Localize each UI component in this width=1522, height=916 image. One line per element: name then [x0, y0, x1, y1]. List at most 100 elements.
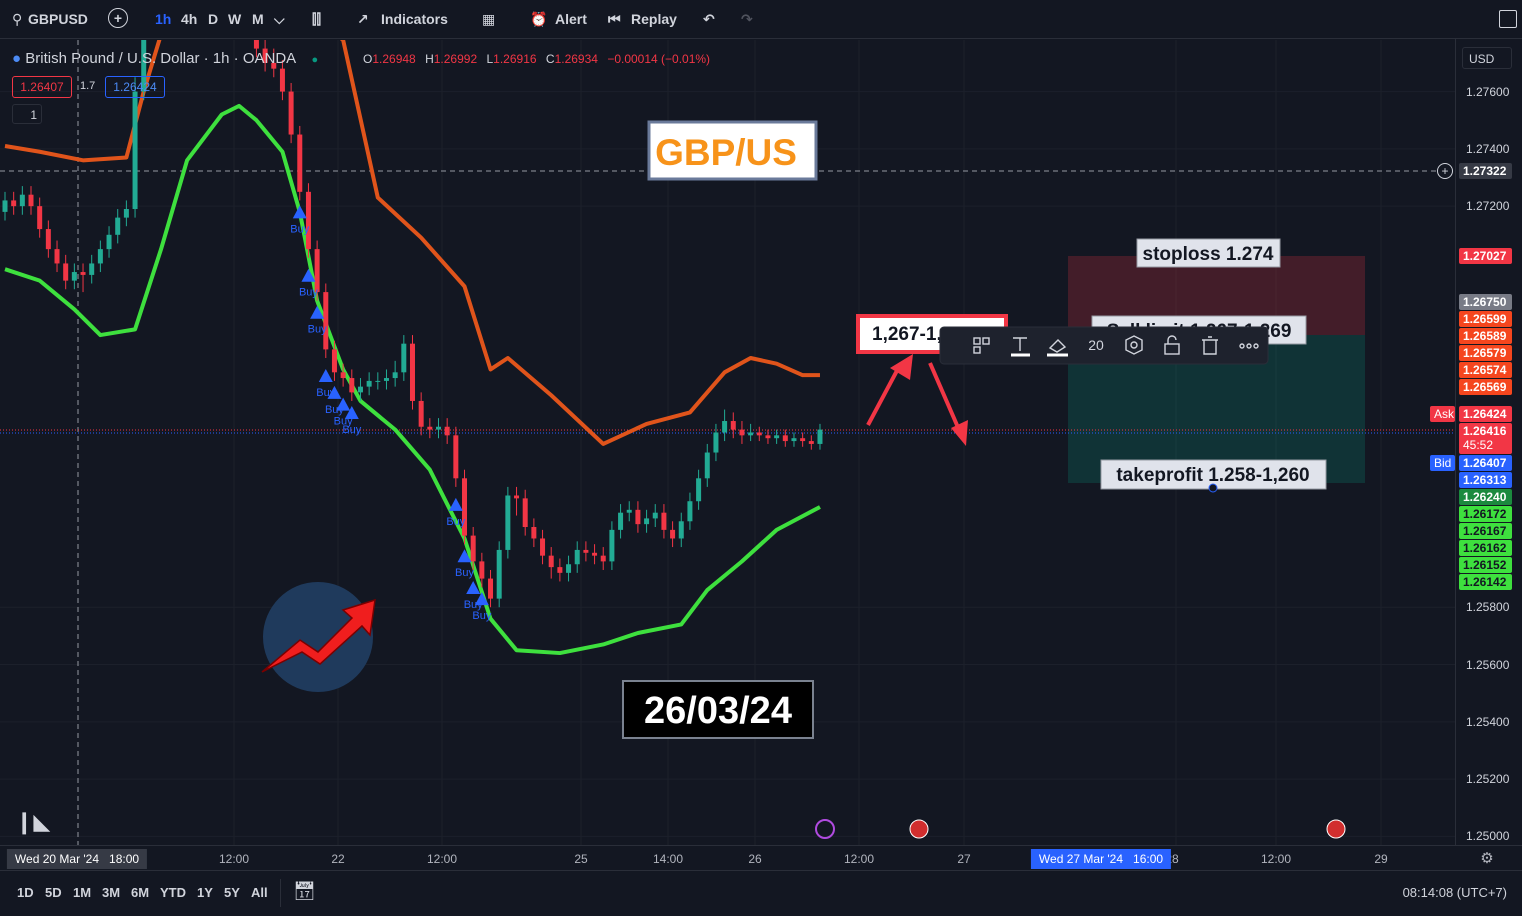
candle-body [687, 501, 693, 522]
band-line [4, 40, 820, 446]
clock[interactable]: 08:14:08 (UTC+7) [1402, 885, 1507, 900]
candle-body [279, 68, 285, 92]
add-alert[interactable]: + [1437, 163, 1453, 179]
event-icon[interactable] [815, 819, 835, 839]
interval[interactable]: W [228, 11, 242, 27]
alert[interactable]: Alert [555, 11, 587, 27]
candle-body [722, 421, 728, 433]
interval[interactable]: 4h [181, 11, 198, 27]
range[interactable]: 6M [131, 885, 150, 900]
collapse-legend[interactable]: 1 [12, 104, 42, 124]
arrow-head [951, 420, 968, 446]
search-icon[interactable]: ⚲ [12, 11, 23, 27]
sell-button[interactable]: 1.26407 [12, 76, 72, 98]
ask-tag: Ask [1430, 406, 1455, 422]
goto-date[interactable]: 📅︎ [293, 881, 316, 901]
range[interactable]: 1M [73, 885, 92, 900]
candle-body [548, 555, 554, 568]
candle-body [739, 429, 745, 436]
logo-arrow [261, 598, 376, 673]
range[interactable]: YTD [160, 885, 186, 900]
y-tick-label: 1.27600 [1466, 84, 1510, 99]
candle-body [496, 549, 502, 599]
chart-type[interactable]: ⫿⫿ [312, 11, 321, 27]
candle-body [19, 194, 25, 207]
compare[interactable]: + [108, 8, 128, 28]
symbol[interactable]: GBPUSD [28, 11, 88, 27]
change: −0.00014 (−0.01%) [607, 52, 711, 66]
buy-signal [457, 549, 472, 563]
candle-body [349, 378, 355, 393]
range[interactable]: 1D [17, 885, 34, 900]
y-tick-label: 1.25000 [1466, 829, 1510, 844]
candle-body [123, 209, 129, 218]
replay-icon[interactable]: ⏮ [608, 11, 621, 27]
pair-box[interactable] [647, 120, 818, 181]
event-icon[interactable] [1326, 819, 1346, 839]
candle-body [444, 426, 450, 436]
range[interactable]: 5Y [224, 885, 240, 900]
buy-signal [292, 205, 307, 219]
interval[interactable]: M [252, 11, 264, 27]
legend-title: British Pound / U.S. Dollar · 1h · OANDA [25, 50, 296, 67]
candle-body [808, 441, 814, 444]
candle-body [704, 452, 710, 479]
candle-body [97, 249, 103, 264]
ohlc-value: 1.26934 [554, 52, 598, 66]
date-text: 26/03/24 [644, 690, 792, 732]
arrow-up [866, 364, 902, 426]
toolbar-icons [973, 335, 1259, 357]
buy-signal [310, 305, 325, 319]
pair-text: GBP/US [655, 132, 797, 173]
candle-body [89, 263, 95, 275]
line-width[interactable]: 20 [1088, 337, 1104, 353]
handle[interactable] [1208, 483, 1218, 493]
buy-button[interactable]: 1.26424 [105, 76, 165, 98]
candle-body [132, 91, 138, 210]
date-box[interactable] [622, 680, 814, 739]
time-label: 27 [957, 852, 971, 866]
time-label: 14:00 [652, 852, 684, 866]
tv-logo: ❙◣ [15, 809, 50, 835]
time-label: 26 [748, 852, 762, 866]
candle-body [609, 529, 615, 562]
indicators[interactable]: Indicators [381, 11, 448, 27]
y-tick-label: 1.27200 [1466, 199, 1510, 214]
legend: ● British Pound / U.S. Dollar · 1h · OAN… [12, 50, 318, 67]
time-label: 22 [331, 852, 345, 866]
currency[interactable]: USD [1462, 47, 1512, 69]
cursor-time: Wed 27 Mar '24 16:00 [1030, 849, 1172, 869]
interval-menu[interactable]: ⌵ [274, 11, 285, 27]
range[interactable]: 1Y [197, 885, 213, 900]
logo-circle [263, 582, 373, 692]
candle-body [253, 40, 259, 49]
fullscreen[interactable] [1499, 10, 1517, 28]
axis-settings[interactable]: ⚙ [1480, 850, 1494, 867]
undo[interactable]: ↶ [703, 11, 715, 27]
candle-body [488, 578, 494, 599]
range[interactable]: 3M [102, 885, 121, 900]
range[interactable]: 5D [45, 885, 62, 900]
interval[interactable]: D [208, 11, 219, 27]
band-price: 1.26574 [1459, 362, 1512, 378]
candle-body [11, 200, 17, 207]
time-label: 25 [574, 852, 588, 866]
layouts[interactable]: ▦ [482, 11, 496, 27]
y-tick-label: 1.27400 [1466, 141, 1510, 156]
replay[interactable]: Replay [631, 11, 677, 27]
candle-body [37, 206, 43, 230]
indicators-icon[interactable]: ↗ [357, 11, 369, 27]
range[interactable]: All [251, 885, 268, 900]
candle-body [436, 426, 441, 430]
alert-icon[interactable]: ⏰ [530, 11, 548, 27]
stoploss-box[interactable] [1136, 238, 1281, 268]
candle-body [115, 217, 121, 235]
candle-body [774, 435, 780, 439]
buy-label: Buy [308, 324, 327, 336]
candle-body [540, 538, 546, 556]
buy-label: Buy [299, 287, 318, 299]
buy-signal [474, 592, 489, 606]
interval[interactable]: 1h [155, 11, 172, 27]
band-price: 1.26172 [1459, 506, 1512, 522]
event-icon[interactable] [909, 819, 929, 839]
